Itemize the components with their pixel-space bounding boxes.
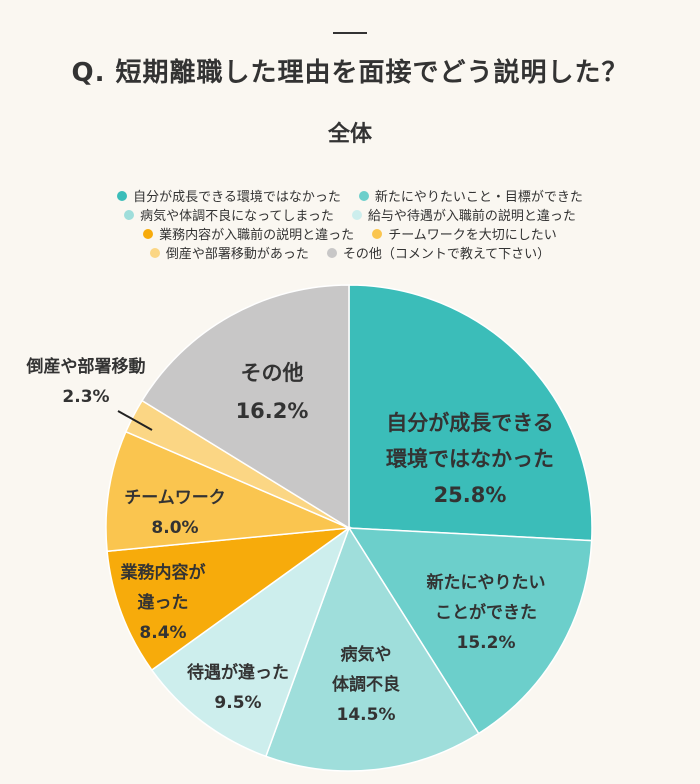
legend-item: チームワークを大切にしたい (372, 224, 557, 243)
callout-value: 2.3% (62, 387, 109, 407)
legend-dot-icon (143, 228, 154, 239)
slice-value: 25.8% (434, 483, 507, 507)
legend-dot-icon (149, 247, 160, 258)
pie-slice (150, 525, 351, 758)
slice-label: 待遇が違った (187, 662, 289, 683)
legend-dot-icon (358, 190, 369, 201)
slice-value: 16.2% (236, 399, 309, 423)
legend-item: 自分が成長できる環境ではなかった (117, 186, 341, 205)
legend-dot-icon (351, 209, 362, 220)
legend-row: 自分が成長できる環境ではなかった 新たにやりたいこと・目標ができた (0, 186, 700, 205)
legend-item: 業務内容が入職前の説明と違った (143, 224, 354, 243)
slice-label: 違った (138, 592, 189, 613)
callout-line (117, 410, 153, 431)
slice-value: 15.2% (457, 633, 516, 653)
legend-dot-icon (372, 228, 383, 239)
legend-label: 病気や体調不良になってしまった (140, 209, 334, 224)
pie-slice (348, 284, 593, 542)
slice-label: チームワーク (124, 488, 226, 508)
callout-label: 倒産や部署移動 (26, 356, 146, 377)
legend-item: 新たにやりたいこと・目標ができた (358, 186, 583, 205)
pie-slice (106, 526, 352, 672)
legend-item: 倒産や部署移動があった (149, 243, 309, 262)
legend-row: 倒産や部署移動があった その他（コメントで教えて下さい） (0, 243, 700, 262)
legend-label: 給与や待遇が入職前の説明と違った (367, 209, 576, 224)
legend-item: 給与や待遇が入職前の説明と違った (351, 205, 576, 224)
legend-row: 業務内容が入職前の説明と違った チームワークを大切にしたい (0, 224, 700, 243)
legend-dot-icon (117, 190, 128, 201)
slice-label: ことができた (435, 602, 537, 623)
legend-label: その他（コメントで教えて下さい） (342, 247, 551, 262)
slice-label: 業務内容が (121, 562, 206, 583)
pie-slice (347, 527, 593, 735)
chart-title: Q. 短期離職した理由を面接でどう説明した？ (71, 58, 629, 88)
legend-item: その他（コメントで教えて下さい） (326, 243, 551, 262)
legend-label: チームワークを大切にしたい (388, 228, 557, 243)
slice-label: 体調不良 (332, 674, 400, 695)
pie-slice (141, 284, 350, 530)
pie-slice (105, 430, 350, 553)
title-rule (333, 32, 367, 34)
pie-slice (264, 526, 480, 772)
legend-label: 新たにやりたいこと・目標ができた (374, 190, 583, 205)
chart-subtitle: 全体 (327, 122, 372, 147)
slice-value: 8.0% (151, 518, 198, 538)
slice-label: 自分が成長できる (386, 411, 554, 435)
slice-label: 環境ではなかった (386, 447, 554, 471)
legend-dot-icon (326, 247, 337, 258)
slice-value: 14.5% (337, 705, 396, 725)
slice-value: 8.4% (139, 623, 186, 643)
slice-label: 病気や (341, 644, 392, 665)
legend-label: 業務内容が入職前の説明と違った (159, 228, 355, 243)
slice-label: その他 (241, 361, 304, 385)
legend-label: 倒産や部署移動があった (165, 247, 309, 262)
slice-label: 新たにやりたい (427, 572, 546, 593)
legend-label: 自分が成長できる環境ではなかった (133, 190, 341, 205)
legend-row: 病気や体調不良になってしまった 給与や待遇が入職前の説明と違った (0, 205, 700, 224)
pie-slices (105, 284, 593, 772)
slice-value: 9.5% (214, 693, 261, 713)
legend: 自分が成長できる環境ではなかった 新たにやりたいこと・目標ができた 病気や体調不… (0, 186, 700, 262)
legend-dot-icon (124, 209, 135, 220)
legend-item: 病気や体調不良になってしまった (124, 205, 334, 224)
